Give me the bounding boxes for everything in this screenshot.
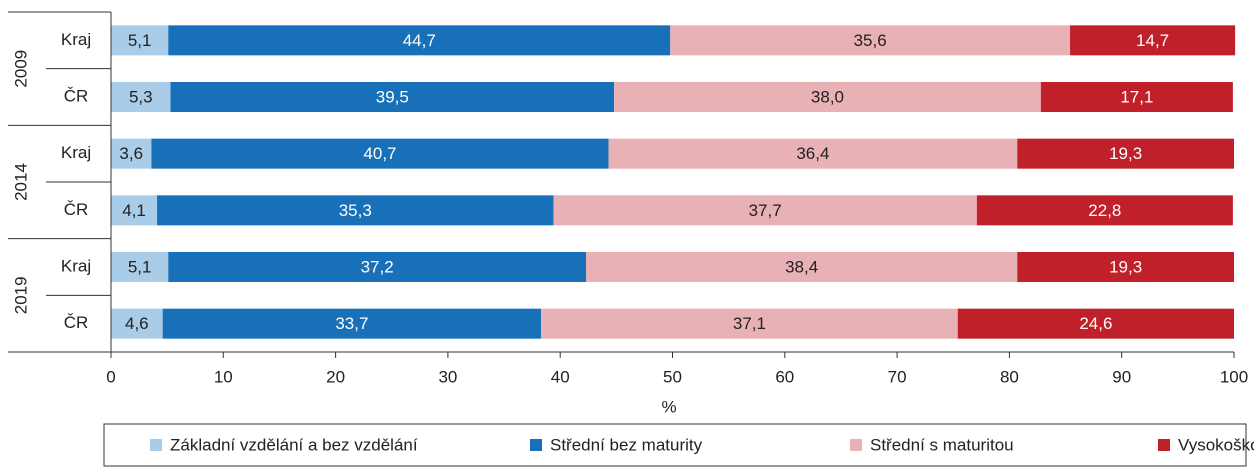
bar-segment [162,308,542,339]
x-tick-label: 0 [106,367,115,386]
value-label: 39,5 [376,87,409,106]
bar-segment [586,252,1018,282]
value-label: 19,3 [1109,257,1142,276]
bar-segment [1017,138,1234,169]
category-label: Kraj [61,256,91,275]
value-label: 17,1 [1120,87,1153,106]
legend-swatch [530,439,542,451]
category-label: ČR [64,313,89,332]
x-tick-label: 90 [1112,367,1131,386]
legend-swatch [150,439,162,451]
x-tick-label: 50 [663,367,682,386]
value-label: 37,7 [749,201,782,220]
bar-segment [111,308,163,339]
bar-segment [111,25,169,56]
legend-label: Základní vzdělání a bez vzdělání [170,435,418,454]
legend-box [103,423,1247,467]
category-label: ČR [64,200,89,219]
legend-swatch [1158,439,1170,451]
legend-label: Střední bez maturity [550,435,703,454]
value-label: 19,3 [1109,144,1142,163]
group-label: 2009 [11,50,30,88]
x-tick-label: 10 [214,367,233,386]
x-tick-label: 20 [326,367,345,386]
x-tick-label: 80 [1000,367,1019,386]
value-label: 37,2 [361,257,394,276]
value-label: 33,7 [335,314,368,333]
value-label: 4,6 [125,314,149,333]
value-label: 38,0 [811,87,844,106]
value-label: 38,4 [785,257,818,276]
value-label: 35,3 [339,201,372,220]
value-label: 4,1 [122,201,146,220]
bar-segment [1040,82,1233,112]
x-tick-label: 60 [775,367,794,386]
value-label: 44,7 [403,31,436,50]
bar-segment [541,308,958,339]
bar-segment [1070,25,1236,56]
legend-label: Střední s maturitou [870,435,1014,454]
value-label: 37,1 [733,314,766,333]
bar-segment [608,138,1018,169]
bar-segment [957,308,1234,339]
group-label: 2014 [11,163,30,201]
bar-segment [168,25,671,56]
group-label: 2019 [11,276,30,314]
bar-segment [976,195,1233,226]
value-label: 40,7 [363,144,396,163]
x-axis-label: % [661,397,676,416]
x-tick-label: 70 [888,367,907,386]
bar-segment [670,25,1071,56]
bar-segment [157,195,554,226]
value-label: 5,1 [128,257,152,276]
value-label: 5,1 [128,31,152,50]
value-label: 5,3 [129,87,153,106]
value-label: 14,7 [1136,31,1169,50]
bar-segment [614,82,1041,112]
category-label: Kraj [61,143,91,162]
value-label: 3,6 [119,144,143,163]
x-tick-label: 40 [551,367,570,386]
bar-segment [111,82,171,112]
bar-segment [111,195,158,226]
legend-swatch [850,439,862,451]
category-label: ČR [64,86,89,105]
bar-segment [1017,252,1234,282]
bar-segment [111,138,152,169]
legend-label: Vysokoškolské [1178,435,1254,454]
value-label: 35,6 [854,31,887,50]
value-label: 22,8 [1088,201,1121,220]
x-tick-label: 30 [438,367,457,386]
category-label: Kraj [61,30,91,49]
value-label: 36,4 [796,144,829,163]
bar-segment [553,195,977,226]
bar-segment [170,82,615,112]
bar-segment [151,138,609,169]
bar-segment [111,252,169,282]
bar-segment [168,252,587,282]
value-label: 24,6 [1079,314,1112,333]
x-tick-label: 100 [1220,367,1248,386]
